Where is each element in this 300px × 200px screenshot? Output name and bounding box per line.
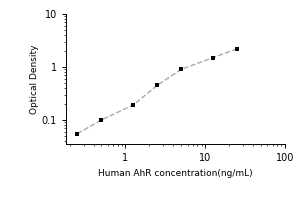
Y-axis label: Optical Density: Optical Density — [30, 44, 39, 114]
X-axis label: Human AhR concentration(ng/mL): Human AhR concentration(ng/mL) — [98, 169, 253, 178]
